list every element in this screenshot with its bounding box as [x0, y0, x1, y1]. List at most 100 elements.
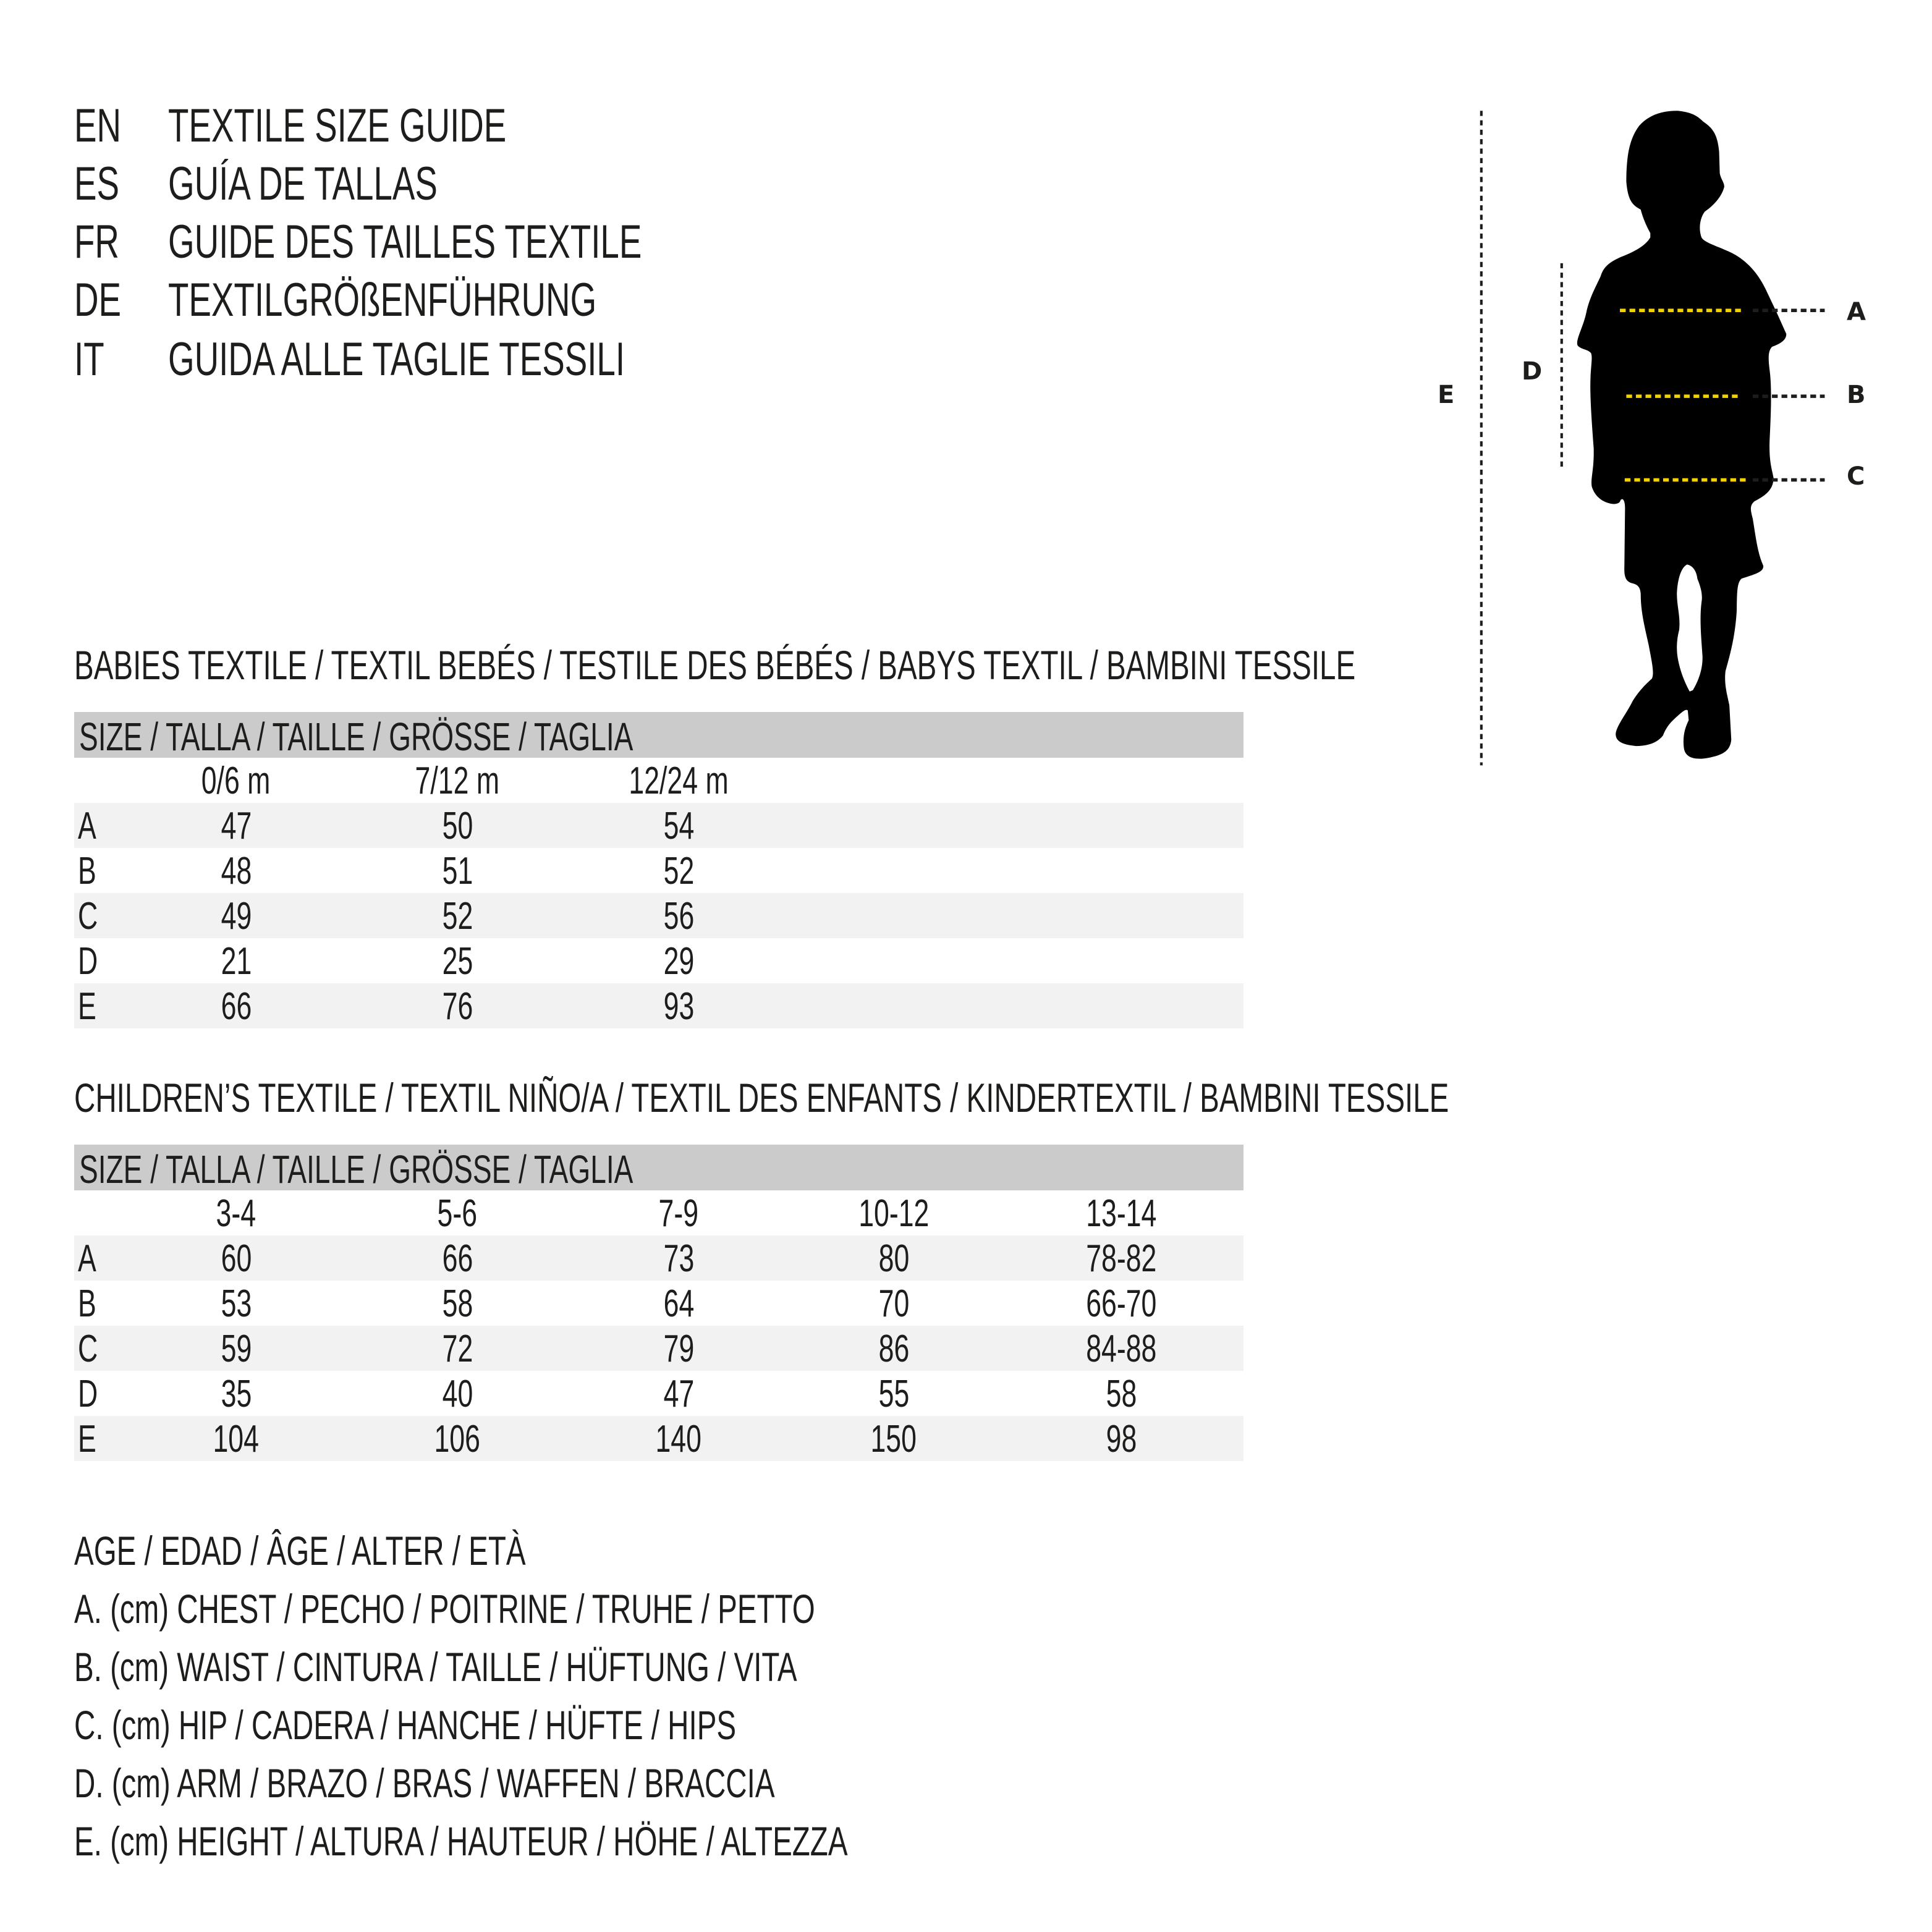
table-cell: 48 [221, 850, 252, 892]
legend-item-waist: B. (cm) WAIST / CINTURA / TAILLE / HÜFTU… [74, 1644, 797, 1690]
table-row: A 60 66 73 80 78-82 [74, 1235, 1244, 1281]
figure-label-b: B [1847, 381, 1866, 409]
column-header: 10-12 [858, 1192, 930, 1235]
table-cell: 51 [442, 850, 473, 892]
title-text: GUIDE DES TAILLES TEXTILE [168, 216, 642, 268]
table-cell: 54 [663, 805, 694, 847]
table-cell: 106 [434, 1418, 481, 1460]
table-cell: 60 [221, 1237, 252, 1280]
babies-size-table: SIZE / TALLA / TAILLE / GRÖSSE / TAGLIA … [74, 712, 1244, 1028]
table-header-bar: SIZE / TALLA / TAILLE / GRÖSSE / TAGLIA [74, 712, 1244, 759]
table-cell: 53 [221, 1282, 252, 1325]
size-header-text: SIZE / TALLA / TAILLE / GRÖSSE / TAGLIA [79, 1147, 633, 1192]
child-silhouette-figure [1480, 111, 1825, 766]
figure-label-c: C [1847, 462, 1865, 491]
row-label: C [78, 895, 98, 938]
column-header: 7/12 m [415, 760, 500, 802]
table-cell: 66 [442, 1237, 473, 1280]
figure-label-a: A [1847, 298, 1866, 326]
row-label: D [78, 940, 98, 983]
row-label: A [78, 1237, 96, 1280]
legend-item-hip: C. (cm) HIP / CADERA / HANCHE / HÜFTE / … [74, 1702, 737, 1748]
table-cell: 50 [442, 805, 473, 847]
table-cell: 64 [663, 1282, 694, 1325]
row-label: C [78, 1328, 98, 1370]
table-cell: 84-88 [1085, 1328, 1157, 1370]
heading-text: BABIES TEXTILE / TEXTIL BEBÉS / TESTILE … [74, 642, 1356, 688]
table-row: B 48 51 52 [74, 848, 1244, 893]
table-cell: 25 [442, 940, 473, 983]
table-cell: 66-70 [1085, 1282, 1157, 1325]
legend-item-height: E. (cm) HEIGHT / ALTURA / HAUTEUR / HÖHE… [74, 1818, 848, 1864]
column-header: 5-6 [437, 1192, 478, 1235]
table-header-bar: SIZE / TALLA / TAILLE / GRÖSSE / TAGLIA [74, 1145, 1244, 1192]
row-label: B [78, 1282, 96, 1325]
column-header: 0/6 m [201, 760, 271, 802]
measurement-legend: AGE / EDAD / ÂGE / ALTER / ETÀ A. (cm) C… [74, 1522, 1148, 1870]
table-cell: 70 [878, 1282, 909, 1325]
table-cell: 47 [221, 805, 252, 847]
table-cell: 21 [221, 940, 252, 983]
language-code: ES [74, 158, 120, 210]
children-size-table: SIZE / TALLA / TAILLE / GRÖSSE / TAGLIA … [74, 1145, 1244, 1461]
table-row: E 104 106 140 150 98 [74, 1416, 1244, 1461]
table-cell: 47 [663, 1373, 694, 1415]
table-cell: 98 [1106, 1418, 1137, 1460]
heading-text: CHILDREN’S TEXTILE / TEXTIL NIÑO/A / TEX… [74, 1075, 1449, 1121]
row-label: E [78, 985, 96, 1028]
legend-item-arm: D. (cm) ARM / BRAZO / BRAS / WAFFEN / BR… [74, 1760, 775, 1806]
title-text: TEXTILGRÖßENFÜHRUNG [168, 274, 597, 326]
title-text: GUIDA ALLE TAGLIE TESSILI [168, 333, 625, 386]
table-cell: 58 [442, 1282, 473, 1325]
row-label: B [78, 850, 96, 892]
title-text: GUÍA DE TALLAS [168, 158, 438, 210]
table-row: E 66 76 93 [74, 983, 1244, 1028]
table-cell: 52 [442, 895, 473, 938]
table-cell: 140 [655, 1418, 702, 1460]
table-cell: 52 [663, 850, 694, 892]
row-label: D [78, 1373, 98, 1415]
table-cell: 40 [442, 1373, 473, 1415]
language-code: EN [74, 100, 122, 152]
table-cell: 56 [663, 895, 694, 938]
table-cell: 93 [663, 985, 694, 1028]
table-cell: 73 [663, 1237, 694, 1280]
row-label: A [78, 805, 96, 847]
table-cell: 86 [878, 1328, 909, 1370]
legend-item-chest: A. (cm) CHEST / PECHO / POITRINE / TRUHE… [74, 1586, 815, 1632]
silhouette-shape [1577, 111, 1787, 759]
table-cell: 49 [221, 895, 252, 938]
size-header-text: SIZE / TALLA / TAILLE / GRÖSSE / TAGLIA [79, 714, 633, 759]
table-cell: 58 [1106, 1373, 1137, 1415]
table-row: B 53 58 64 70 66-70 [74, 1281, 1244, 1326]
language-code: DE [74, 274, 122, 326]
title-text: TEXTILE SIZE GUIDE [168, 100, 507, 152]
table-cell: 66 [221, 985, 252, 1028]
table-cell: 29 [663, 940, 694, 983]
column-header: 3-4 [216, 1192, 256, 1235]
table-row: C 49 52 56 [74, 893, 1244, 938]
figure-label-e: E [1438, 381, 1455, 409]
table-column-headers: 3-4 5-6 7-9 10-12 13-14 [74, 1190, 1244, 1235]
column-header: 12/24 m [629, 760, 729, 802]
table-cell: 59 [221, 1328, 252, 1370]
table-cell: 150 [870, 1418, 917, 1460]
table-cell: 55 [878, 1373, 909, 1415]
table-cell: 78-82 [1085, 1237, 1157, 1280]
legend-item-age: AGE / EDAD / ÂGE / ALTER / ETÀ [74, 1528, 526, 1574]
table-column-headers: 0/6 m 7/12 m 12/24 m [74, 758, 1244, 803]
column-header: 13-14 [1085, 1192, 1157, 1235]
table-row: C 59 72 79 86 84-88 [74, 1326, 1244, 1371]
row-label: E [78, 1418, 96, 1460]
children-heading: CHILDREN’S TEXTILE / TEXTIL NIÑO/A / TEX… [74, 1073, 1932, 1122]
figure-label-d: D [1522, 357, 1543, 386]
table-cell: 35 [221, 1373, 252, 1415]
language-code: IT [74, 333, 104, 386]
table-cell: 80 [878, 1237, 909, 1280]
language-code: FR [74, 216, 119, 268]
table-row: A 47 50 54 [74, 803, 1244, 848]
table-row: D 35 40 47 55 58 [74, 1371, 1244, 1416]
table-cell: 76 [442, 985, 473, 1028]
table-cell: 72 [442, 1328, 473, 1370]
table-row: D 21 25 29 [74, 938, 1244, 983]
